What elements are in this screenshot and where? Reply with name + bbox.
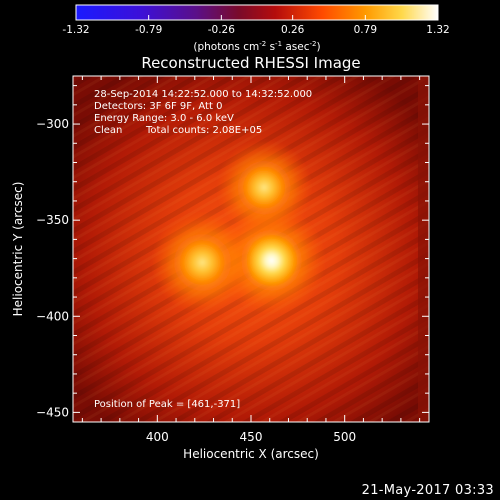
axis-ticks: 400 450 500 −300 −350 −400 −450	[36, 76, 429, 444]
colorbar-ticks: -1.32 -0.79 -0.26 0.26 0.79 1.32	[62, 15, 450, 36]
x-tick-label: 500	[333, 430, 356, 444]
colorbar-tick-label: 0.79	[354, 24, 377, 36]
colorbar-tick-label: -1.32	[62, 24, 89, 36]
info-block: 28-Sep-2014 14:22:52.000 to 14:32:52.000…	[94, 89, 312, 136]
colorbar-tick-label: -0.79	[135, 24, 162, 36]
peak-position-text: Position of Peak = [461,-371]	[94, 399, 240, 410]
heatmap-sources	[151, 139, 327, 315]
source-core	[234, 157, 295, 218]
info-time: 28-Sep-2014 14:22:52.000 to 14:32:52.000	[94, 89, 312, 100]
x-tick-label: 400	[146, 430, 169, 444]
source-core	[170, 230, 235, 295]
plot-title: Reconstructed RHESSI Image	[141, 54, 360, 72]
y-tick-label: −300	[36, 117, 69, 131]
x-tick-label: 450	[240, 430, 263, 444]
colorbar-tick-label: 1.32	[426, 24, 449, 36]
heatmap-right-edge	[418, 76, 429, 422]
info-detectors: Detectors: 3F 6F 9F, Att 0	[94, 101, 222, 112]
colorbar-tick-label: 0.26	[281, 24, 305, 36]
heatmap-image	[73, 76, 429, 422]
info-energy: Energy Range: 3.0 - 6.0 keV	[94, 113, 234, 124]
y-axis-label: Heliocentric Y (arcsec)	[11, 182, 25, 317]
colorbar: -1.32 -0.79 -0.26 0.26 0.79 1.32 (photons cm-…	[62, 4, 450, 53]
source-core	[237, 226, 306, 295]
y-tick-label: −400	[36, 309, 69, 323]
colorbar-tick-label: -0.26	[208, 24, 235, 36]
y-tick-label: −450	[36, 405, 69, 419]
info-clean: Clean	[94, 125, 122, 136]
footer-date: 21-May-2017 03:33	[361, 483, 494, 498]
colorbar-gradient	[75, 4, 439, 21]
x-axis-label: Heliocentric X (arcsec)	[183, 447, 319, 461]
info-counts: Total counts: 2.08E+05	[145, 125, 262, 136]
colorbar-units: (photons cm-2 s-1 asec-2)	[193, 40, 320, 53]
y-tick-label: −350	[36, 213, 69, 227]
